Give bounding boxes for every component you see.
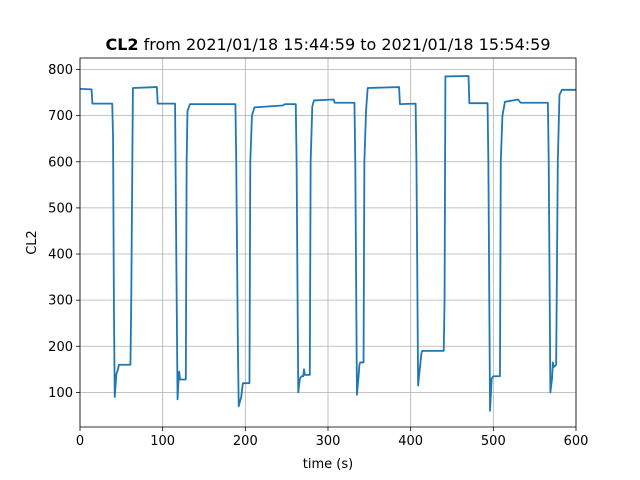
plot-area bbox=[79, 75, 576, 412]
x-axis-ticks: 0 100 200 300 400 500 600 bbox=[76, 427, 589, 449]
y-tick-label: 500 bbox=[48, 201, 73, 216]
chart-title: CL2 from 2021/01/18 15:44:59 to 2021/01/… bbox=[105, 35, 550, 54]
chart-title-rest: from 2021/01/18 15:44:59 to 2021/01/18 1… bbox=[139, 35, 551, 54]
y-tick-label: 400 bbox=[48, 248, 73, 263]
y-axis-label: CL2 bbox=[25, 230, 40, 255]
y-tick-label: 200 bbox=[48, 340, 73, 355]
y-tick-label: 300 bbox=[48, 294, 73, 309]
x-tick-label: 600 bbox=[564, 434, 589, 449]
chart-title-bold: CL2 bbox=[105, 35, 138, 54]
x-tick-label: 300 bbox=[316, 434, 341, 449]
y-tick-label: 600 bbox=[48, 155, 73, 170]
grid-lines bbox=[79, 58, 577, 427]
x-tick-label: 200 bbox=[233, 434, 258, 449]
x-tick-label: 400 bbox=[398, 434, 423, 449]
x-tick-label: 500 bbox=[481, 434, 506, 449]
y-axis-ticks: 100 200 300 400 500 600 700 800 bbox=[48, 63, 80, 401]
x-axis-label: time (s) bbox=[303, 457, 353, 472]
y-tick-label: 800 bbox=[48, 63, 73, 78]
series-line bbox=[79, 75, 576, 412]
y-tick-label: 700 bbox=[48, 109, 73, 124]
x-tick-label: 100 bbox=[150, 434, 175, 449]
y-tick-label: 100 bbox=[48, 386, 73, 401]
x-tick-label: 0 bbox=[76, 434, 84, 449]
